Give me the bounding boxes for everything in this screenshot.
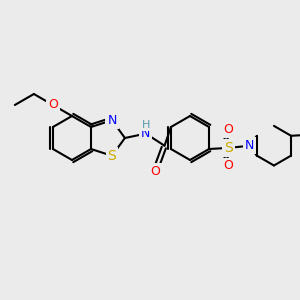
Text: O: O (150, 165, 160, 178)
Text: S: S (108, 149, 116, 163)
Text: O: O (223, 159, 233, 172)
Text: N: N (107, 114, 117, 127)
Text: O: O (48, 98, 58, 112)
Text: N: N (245, 139, 254, 152)
Text: S: S (224, 141, 233, 155)
Text: N: N (141, 127, 151, 140)
Text: H: H (142, 120, 150, 130)
Text: O: O (223, 123, 233, 136)
